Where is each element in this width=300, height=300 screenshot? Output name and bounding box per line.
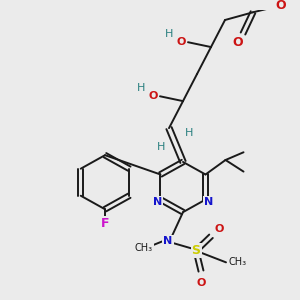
Text: CH₃: CH₃: [229, 257, 247, 267]
Text: N: N: [204, 196, 213, 206]
Text: O: O: [148, 91, 158, 101]
Text: N: N: [164, 236, 172, 246]
Text: H: H: [137, 82, 145, 93]
Text: H: H: [157, 142, 165, 152]
Text: CH₃: CH₃: [135, 243, 153, 253]
Text: H: H: [165, 28, 173, 38]
Text: H: H: [185, 128, 193, 138]
Text: O: O: [214, 224, 224, 234]
Text: O: O: [233, 36, 243, 49]
Text: O: O: [196, 278, 206, 288]
Text: N: N: [153, 196, 162, 206]
Text: O: O: [276, 0, 286, 12]
Text: O: O: [176, 37, 186, 47]
Text: S: S: [191, 244, 200, 257]
Text: F: F: [101, 217, 109, 230]
